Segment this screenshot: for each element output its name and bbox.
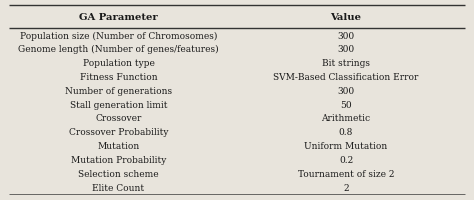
Text: Tournament of size 2: Tournament of size 2 bbox=[298, 169, 394, 178]
Text: Crossover: Crossover bbox=[95, 114, 142, 123]
Text: Number of generations: Number of generations bbox=[65, 86, 172, 95]
Text: Mutation: Mutation bbox=[97, 141, 140, 150]
Text: Value: Value bbox=[330, 13, 362, 22]
Text: SVM-Based Classification Error: SVM-Based Classification Error bbox=[273, 73, 419, 82]
Text: Arithmetic: Arithmetic bbox=[321, 114, 371, 123]
Text: Bit strings: Bit strings bbox=[322, 59, 370, 68]
Text: GA Parameter: GA Parameter bbox=[79, 13, 158, 22]
Text: 300: 300 bbox=[337, 45, 355, 54]
Text: 2: 2 bbox=[343, 183, 349, 192]
Text: 0.2: 0.2 bbox=[339, 155, 353, 164]
Text: Elite Count: Elite Count bbox=[92, 183, 145, 192]
Text: Genome length (Number of genes/features): Genome length (Number of genes/features) bbox=[18, 45, 219, 54]
Text: Selection scheme: Selection scheme bbox=[78, 169, 159, 178]
Text: 300: 300 bbox=[337, 86, 355, 95]
Text: Mutation Probability: Mutation Probability bbox=[71, 155, 166, 164]
Text: 0.8: 0.8 bbox=[339, 128, 353, 137]
Text: Stall generation limit: Stall generation limit bbox=[70, 100, 167, 109]
Text: Uniform Mutation: Uniform Mutation bbox=[304, 141, 388, 150]
Text: Fitness Function: Fitness Function bbox=[80, 73, 157, 82]
Text: Population size (Number of Chromosomes): Population size (Number of Chromosomes) bbox=[20, 31, 217, 40]
Text: 300: 300 bbox=[337, 31, 355, 40]
Text: 50: 50 bbox=[340, 100, 352, 109]
Text: Crossover Probability: Crossover Probability bbox=[69, 128, 168, 137]
Text: Population type: Population type bbox=[82, 59, 155, 68]
